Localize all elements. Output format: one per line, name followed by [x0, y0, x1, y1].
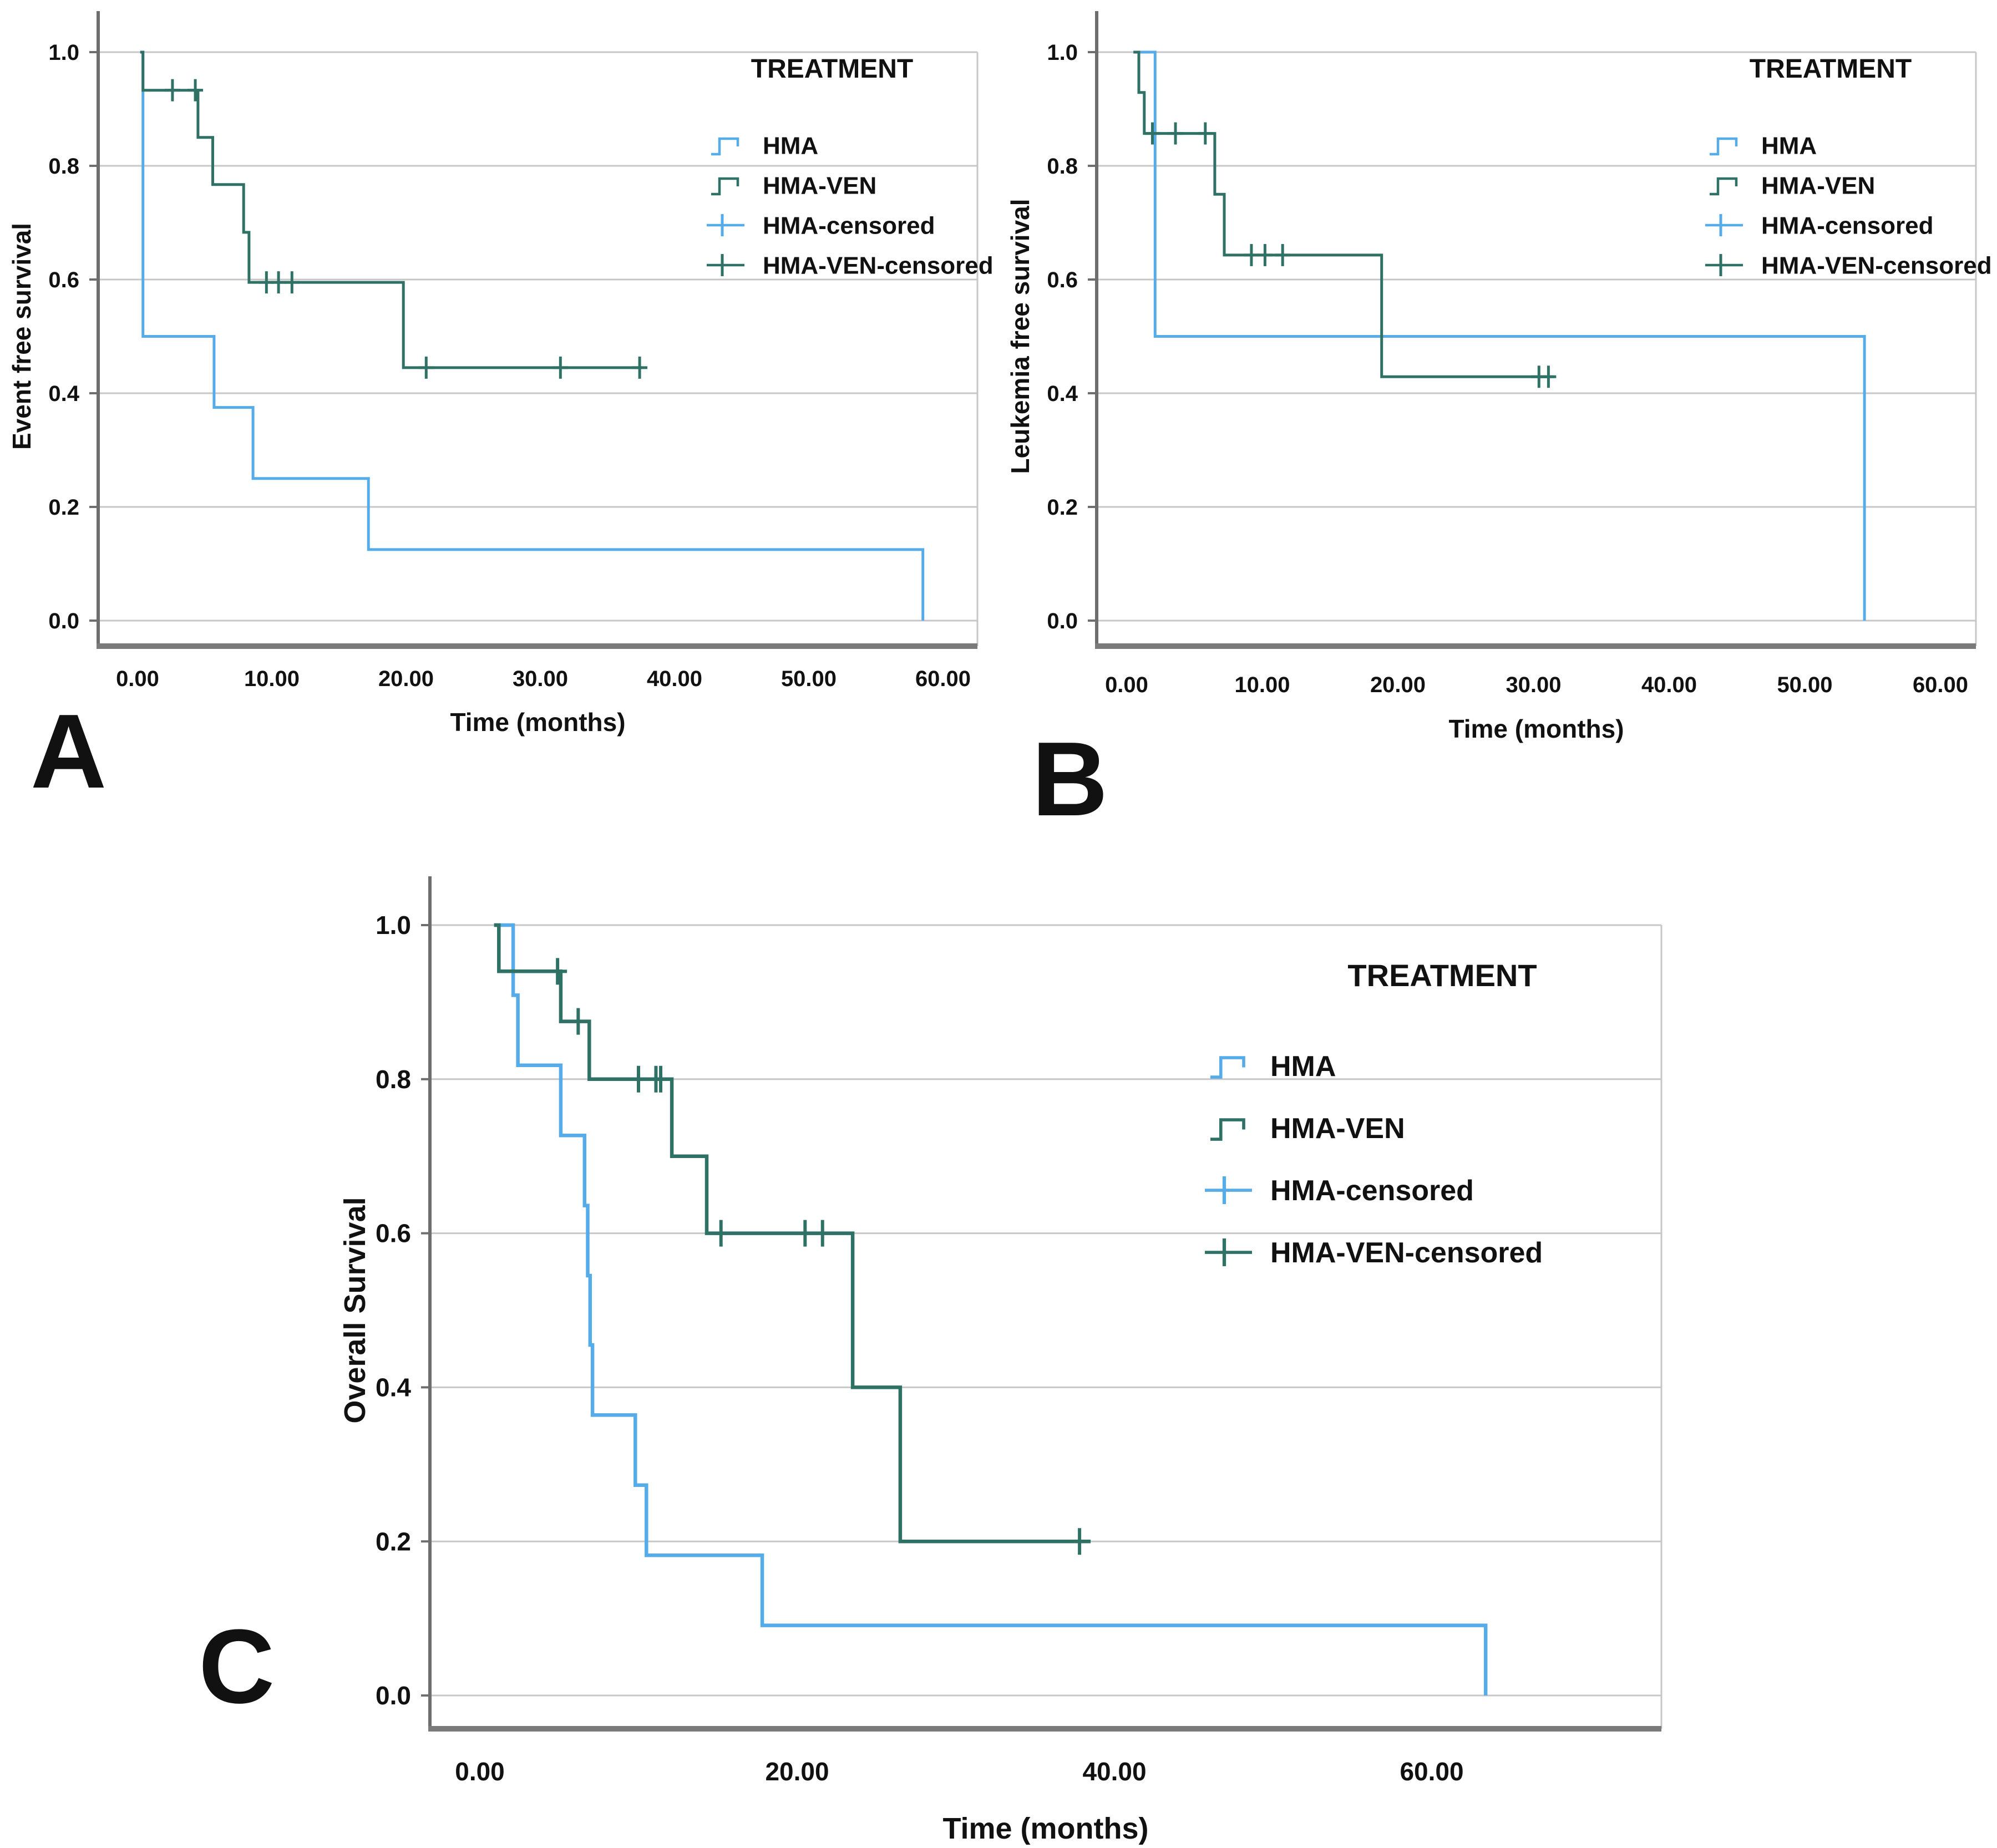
legend-entry-hma: HMA: [1270, 1050, 1336, 1083]
x-tick-label: 40.00: [1082, 1757, 1146, 1786]
y-tick-label: 0.4: [376, 1373, 411, 1402]
y-tick-label: 0.6: [1047, 268, 1078, 292]
km-curve-hma: [140, 50, 925, 621]
legend-step-icon: [1710, 177, 1738, 196]
panel-letter: C: [199, 1608, 275, 1725]
y-tick-label: 1.0: [48, 40, 79, 65]
x-tick-label: 0.00: [116, 667, 159, 691]
y-tick-label: 0.8: [1047, 154, 1078, 179]
x-tick-label: 20.00: [1370, 673, 1426, 697]
y-tick-label: 0.0: [48, 609, 79, 633]
legend-step-icon: [711, 177, 739, 196]
legend-entry-hma-ven: HMA-VEN: [1761, 172, 1875, 199]
x-tick-label: 30.00: [1506, 673, 1561, 697]
panel-c-chart: 0.0 0.2 0.4 0.6 0.8 1.0 0.00 20.00 40.00 60.00 Ove…: [199, 876, 1663, 1845]
x-tick-label: 60.00: [1913, 673, 1968, 697]
x-tick-label: 10.00: [244, 667, 300, 691]
y-tick-label: 0.2: [376, 1527, 411, 1556]
y-tick-label: 1.0: [376, 911, 411, 940]
legend-entry-hma-ven: HMA-VEN: [763, 172, 876, 199]
x-axis-label: Time (months): [450, 708, 625, 737]
x-tick-label: 40.00: [1641, 673, 1697, 697]
x-tick-label: 10.00: [1234, 673, 1290, 697]
x-tick-label: 60.00: [915, 667, 971, 691]
y-tick-label: 0.8: [376, 1065, 411, 1094]
x-tick-label: 30.00: [513, 667, 568, 691]
panel-letter: A: [31, 693, 107, 810]
y-tick-label: 0.4: [1047, 382, 1078, 406]
legend-title: TREATMENT: [1750, 54, 1912, 84]
legend-step-icon: [711, 137, 739, 156]
legend-entry-hma-ven-censored: HMA-VEN-censored: [1270, 1237, 1543, 1269]
y-tick-label: 0.0: [1047, 609, 1078, 633]
y-tick-label: 0.0: [376, 1681, 411, 1710]
legend-entry-hma-censored: HMA-censored: [763, 212, 935, 239]
x-tick-label: 0.00: [1105, 673, 1148, 697]
y-axis-label: Overall Survival: [338, 1197, 372, 1423]
legend-entry-hma-censored: HMA-censored: [1270, 1175, 1474, 1207]
km-curve-hma-ven: [1133, 50, 1554, 378]
x-tick-label: 20.00: [378, 667, 434, 691]
legend-entry-hma-ven-censored: HMA-VEN-censored: [1761, 252, 1992, 279]
legend-title: TREATMENT: [1347, 958, 1537, 993]
y-tick-label: 0.2: [48, 495, 79, 520]
panel-a-chart: 0.0 0.2 0.4 0.6 0.8 1.0 0.00 10.00 20.00 30.00 40.…: [7, 11, 994, 810]
x-tick-label: 60.00: [1400, 1757, 1463, 1786]
x-tick-label: 20.00: [765, 1757, 829, 1786]
legend-step-icon: [1210, 1056, 1245, 1079]
km-curve-hma: [494, 923, 1488, 1695]
x-axis-label: Time (months): [1448, 714, 1624, 743]
legend-entry-hma-censored: HMA-censored: [1761, 212, 1934, 239]
x-tick-label: 0.00: [455, 1757, 505, 1786]
panel-b-chart: 0.0 0.2 0.4 0.6 0.8 1.0 0.00 10.00 20.00 30.00 40.…: [1006, 11, 1992, 832]
x-tick-label: 40.00: [647, 667, 702, 691]
x-axis-label: Time (months): [942, 1812, 1148, 1845]
legend-step-icon: [1710, 137, 1738, 156]
legend-step-icon: [1210, 1118, 1245, 1141]
y-tick-label: 0.8: [48, 154, 79, 179]
panel-letter: B: [1032, 720, 1108, 832]
legend-entry-hma-ven-censored: HMA-VEN-censored: [763, 252, 994, 279]
y-tick-label: 0.6: [48, 268, 79, 292]
y-tick-label: 0.6: [376, 1219, 411, 1248]
x-tick-label: 50.00: [781, 667, 837, 691]
km-curve-hma-ven: [140, 50, 642, 369]
legend-entry-hma: HMA: [763, 132, 818, 159]
legend-entry-hma: HMA: [1761, 132, 1817, 159]
legend-title: TREATMENT: [751, 54, 913, 84]
y-axis-label: Leukemia free survival: [1006, 199, 1035, 474]
y-tick-label: 1.0: [1047, 40, 1078, 65]
km-curve-hma-ven: [494, 923, 1091, 1544]
legend-entry-hma-ven: HMA-VEN: [1270, 1113, 1405, 1145]
km-curve-hma: [1133, 50, 1866, 621]
x-tick-label: 50.00: [1777, 673, 1832, 697]
y-tick-label: 0.2: [1047, 495, 1078, 520]
y-tick-label: 0.4: [48, 382, 79, 406]
y-axis-label: Event free survival: [7, 223, 36, 450]
